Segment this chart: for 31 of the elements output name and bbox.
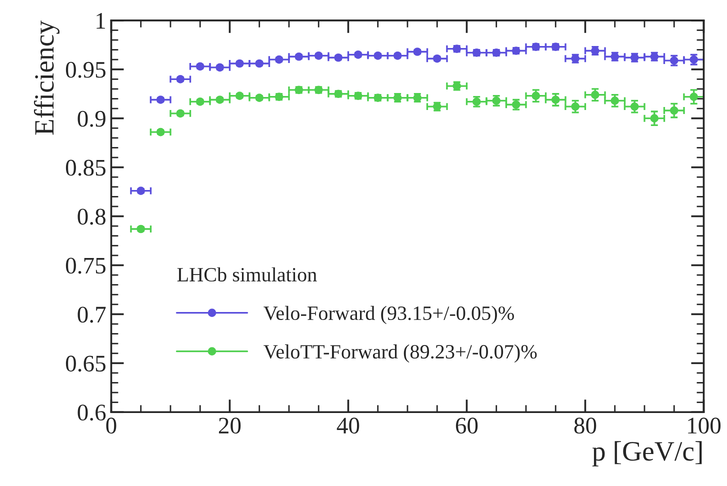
y-tick-label: 0.95 <box>66 62 106 78</box>
legend-label: Velo-Forward (93.15+/-0.05)% <box>264 306 514 324</box>
point <box>670 106 678 115</box>
point <box>590 90 600 100</box>
x-tick-label: 60 <box>456 418 478 434</box>
point <box>492 96 501 105</box>
y-tick-label: 0.65 <box>66 356 106 372</box>
y-tick-label: 1 <box>96 13 105 29</box>
point <box>551 96 560 104</box>
x-tick-label: 0 <box>106 418 116 434</box>
point <box>532 92 540 100</box>
x-axis-title: p [GeV/c] <box>592 441 702 466</box>
y-axis-title: Efficiency <box>34 20 60 135</box>
x-tick-label: 20 <box>218 418 241 434</box>
y-tick-label: 0.8 <box>78 208 106 225</box>
x-tick-label: 40 <box>336 418 360 434</box>
y-tick-label: 0.9 <box>78 110 106 127</box>
x-tick-label: 100 <box>688 418 721 434</box>
point <box>690 92 698 101</box>
y-tick-label: 0.85 <box>66 160 106 176</box>
x-tick-label: 80 <box>574 418 596 434</box>
point <box>630 102 639 111</box>
point <box>610 96 620 105</box>
point <box>571 102 580 111</box>
point <box>650 114 659 123</box>
legend-label: VeloTT-Forward (89.23+/-0.07)% <box>264 344 537 363</box>
legend-title: LHCb simulation <box>177 267 317 282</box>
y-tick-label: 0.75 <box>66 258 106 274</box>
point <box>472 98 481 106</box>
y-tick-label: 0.6 <box>78 404 106 421</box>
y-tick-label: 0.7 <box>78 306 106 323</box>
